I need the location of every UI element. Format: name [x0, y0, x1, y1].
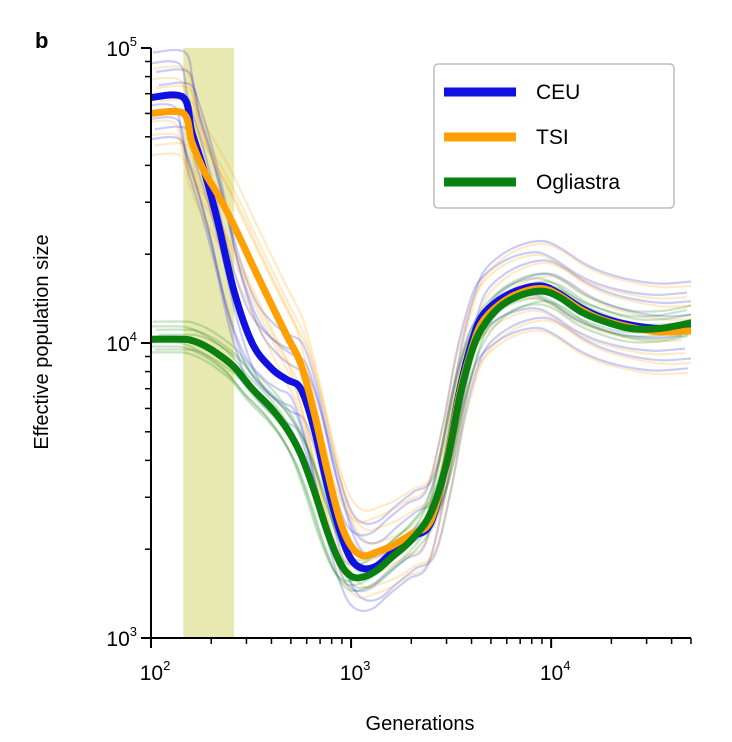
legend-label-ogliastra: Ogliastra: [536, 171, 620, 194]
replicate-line-ceu: [151, 116, 686, 593]
replicate-line-tsi: [152, 65, 691, 513]
legend-box: [433, 63, 675, 209]
replicate-line-ceu: [152, 48, 691, 526]
legend: CEU TSI Ogliastra: [433, 63, 675, 209]
replicate-line-tsi: [158, 98, 691, 545]
replicate-line-ogliastra: [151, 303, 689, 593]
replicate-line-tsi: [151, 76, 688, 524]
replicate-line-tsi: [154, 142, 691, 589]
replicate-line-ceu: [154, 125, 691, 602]
x-tick-label: 104: [540, 658, 571, 685]
replicate-line-ceu: [151, 135, 689, 613]
replicate-line-tsi: [155, 84, 691, 532]
series-line-ogliastra: [151, 287, 691, 582]
replicate-line-ceu: [155, 68, 691, 545]
x-tick-label: 102: [140, 658, 171, 685]
replicate-line-tsi: [151, 119, 683, 567]
series-lines: [151, 48, 691, 613]
replicate-line-ceu: [151, 60, 688, 537]
x-tick-label: 103: [340, 658, 371, 685]
replicate-line-tsi: [151, 152, 689, 600]
legend-label-ceu: CEU: [536, 81, 580, 104]
y-tick-label: 105: [106, 34, 137, 61]
y-tick-label: 104: [106, 329, 137, 356]
y-axis-title: Effective population size: [31, 234, 53, 449]
panel-letter: b: [35, 28, 48, 53]
legend-label-tsi: TSI: [536, 126, 569, 149]
x-axis-title: Generations: [366, 713, 475, 735]
y-tick-label: 103: [106, 624, 137, 651]
